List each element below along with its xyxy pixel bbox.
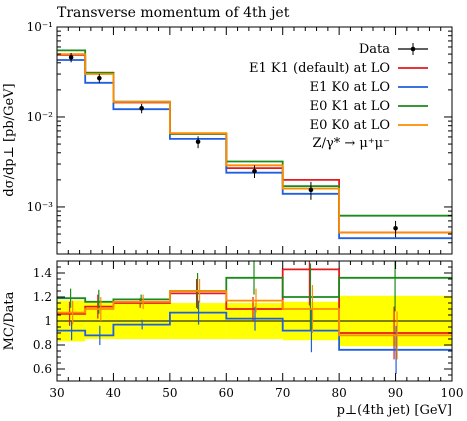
ratio-ticks: 0.6 0.8 1 1.2 1.4 30 40 50 60 70 80 90 100 [33,260,464,400]
legend-label: E1 K1 (default) at LO [249,61,390,76]
ratio-y-tick-label: 0.6 [33,362,52,376]
ratio-y-tick-label: 1 [44,314,52,328]
ratio-y-tick-label: 1.4 [33,266,52,280]
ratio-panel: 0.6 0.8 1 1.2 1.4 30 40 50 60 70 80 90 100 MC/Data p… [2,260,464,418]
x-tick-label: 90 [388,386,403,400]
x-tick-label: 100 [441,386,464,400]
x-tick-label: 50 [162,386,177,400]
main-plot-frame [56,26,453,255]
x-tick-label: 40 [106,386,121,400]
x-tick-label: 60 [219,386,234,400]
main-y-axis-label: dσ/dp⊥ [pb/GeV] [2,83,17,196]
ratio-plot-content [57,261,452,374]
x-tick-label: 80 [332,386,347,400]
y-tick-label: 10⁻¹ [27,20,53,34]
legend: Data E1 K1 (default) at LO E1 K0 at LO E0 K… [249,42,428,133]
legend-label: Data [359,42,390,57]
data-point [97,75,102,81]
legend-label: E1 K0 at LO [310,80,390,95]
main-series-line-1 [57,59,452,240]
data-point [393,225,398,231]
chart-title: Transverse momentum of 4th jet [57,5,290,21]
data-point [195,139,201,145]
main-series-line-3 [57,53,452,234]
ratio-y-tick-label: 0.8 [33,338,52,352]
y-tick-label: 10⁻³ [27,200,54,214]
ratio-y-tick-label: 1.2 [33,290,52,304]
main-panel: 10⁻³ 10⁻² 10⁻¹ dσ/dp⊥ [pb/GeV] [2,20,453,255]
data-point [68,55,74,60]
data-point [308,187,314,193]
ratio-series-line-3 [57,290,452,337]
x-tick-label: 30 [49,386,64,400]
main-plot-content [57,49,452,240]
x-axis-label: p⊥(4th jet) [GeV] [337,403,452,418]
data-point [252,168,257,174]
main-y-ticks: 10⁻³ 10⁻² 10⁻¹ [27,20,453,255]
x-tick-label: 70 [275,386,290,400]
legend-process-label: Z/γ* → μ⁺μ⁻ [313,136,390,151]
legend-label: E0 K0 at LO [310,118,390,133]
y-tick-label: 10⁻² [27,110,54,124]
data-point [139,105,144,111]
legend-label: E0 K1 at LO [310,99,390,114]
ratio-y-axis-label: MC/Data [2,291,17,350]
main-series-line-0 [57,54,452,234]
legend-swatch-point [410,46,416,52]
